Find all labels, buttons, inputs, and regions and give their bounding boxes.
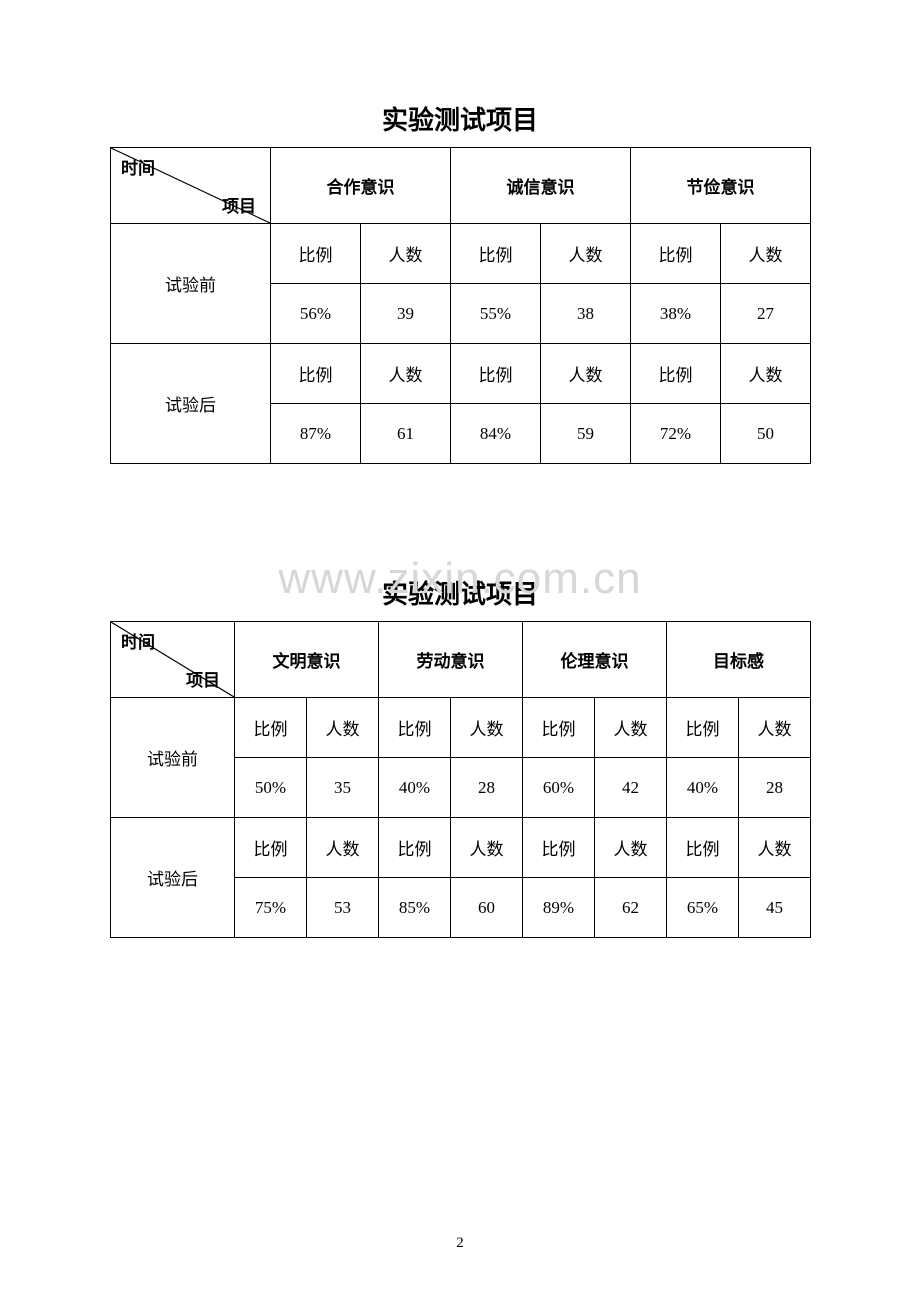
table1: 时间 项目 合作意识 诚信意识 节俭意识 试验前 比例 人数 比例 人数 比例 …	[110, 147, 811, 464]
cell-label: 比例	[667, 818, 739, 878]
cell-value: 38%	[631, 284, 721, 344]
table2-row-before-labels: 试验前 比例 人数 比例 人数 比例 人数 比例 人数	[111, 698, 811, 758]
diag-top-label: 时间	[121, 628, 155, 653]
cell-label: 人数	[451, 698, 523, 758]
cell-label: 人数	[451, 818, 523, 878]
cell-label: 比例	[523, 818, 595, 878]
cell-label: 人数	[739, 698, 811, 758]
table2-title: 实验测试项目	[110, 574, 810, 611]
cell-value: 28	[451, 758, 523, 818]
cell-label: 人数	[307, 818, 379, 878]
cell-value: 40%	[667, 758, 739, 818]
cell-value: 87%	[271, 404, 361, 464]
cell-label: 比例	[523, 698, 595, 758]
cell-label: 比例	[667, 698, 739, 758]
table1-col-2: 节俭意识	[631, 148, 811, 224]
cell-label: 人数	[361, 224, 451, 284]
cell-label: 比例	[379, 818, 451, 878]
table1-col-0: 合作意识	[271, 148, 451, 224]
cell-value: 55%	[451, 284, 541, 344]
cell-label: 人数	[307, 698, 379, 758]
diag-bottom-label: 项目	[222, 192, 256, 217]
table1-row-after-label: 试验后	[111, 344, 271, 464]
table1-col-1: 诚信意识	[451, 148, 631, 224]
cell-value: 50%	[235, 758, 307, 818]
table1-row-before-label: 试验前	[111, 224, 271, 344]
table2-diag-cell: 时间 项目	[111, 622, 235, 698]
cell-label: 比例	[451, 224, 541, 284]
cell-label: 比例	[379, 698, 451, 758]
cell-label: 人数	[721, 344, 811, 404]
cell-value: 59	[541, 404, 631, 464]
table1-diag-cell: 时间 项目	[111, 148, 271, 224]
cell-value: 60	[451, 878, 523, 938]
cell-label: 人数	[721, 224, 811, 284]
cell-value: 53	[307, 878, 379, 938]
table2-col-1: 劳动意识	[379, 622, 523, 698]
cell-value: 56%	[271, 284, 361, 344]
cell-value: 27	[721, 284, 811, 344]
cell-value: 60%	[523, 758, 595, 818]
table1-header-row: 时间 项目 合作意识 诚信意识 节俭意识	[111, 148, 811, 224]
table2: 时间 项目 文明意识 劳动意识 伦理意识 目标感 试验前 比例 人数 比例 人数…	[110, 621, 811, 938]
cell-value: 39	[361, 284, 451, 344]
cell-value: 35	[307, 758, 379, 818]
table1-row-before-labels: 试验前 比例 人数 比例 人数 比例 人数	[111, 224, 811, 284]
table2-row-before-label: 试验前	[111, 698, 235, 818]
diag-bottom-label: 项目	[186, 666, 220, 691]
cell-value: 62	[595, 878, 667, 938]
cell-label: 比例	[631, 224, 721, 284]
cell-value: 50	[721, 404, 811, 464]
cell-value: 84%	[451, 404, 541, 464]
cell-label: 人数	[595, 818, 667, 878]
cell-value: 65%	[667, 878, 739, 938]
table2-col-2: 伦理意识	[523, 622, 667, 698]
cell-label: 比例	[235, 818, 307, 878]
cell-label: 比例	[235, 698, 307, 758]
table1-title: 实验测试项目	[110, 100, 810, 137]
cell-label: 比例	[451, 344, 541, 404]
cell-value: 89%	[523, 878, 595, 938]
table2-row-after-label: 试验后	[111, 818, 235, 938]
cell-label: 人数	[595, 698, 667, 758]
cell-label: 比例	[631, 344, 721, 404]
cell-value: 61	[361, 404, 451, 464]
cell-value: 28	[739, 758, 811, 818]
page-number: 2	[456, 1235, 464, 1252]
table2-col-0: 文明意识	[235, 622, 379, 698]
cell-label: 比例	[271, 344, 361, 404]
diag-top-label: 时间	[121, 154, 155, 179]
cell-value: 40%	[379, 758, 451, 818]
cell-label: 比例	[271, 224, 361, 284]
cell-label: 人数	[541, 224, 631, 284]
table2-header-row: 时间 项目 文明意识 劳动意识 伦理意识 目标感	[111, 622, 811, 698]
cell-value: 45	[739, 878, 811, 938]
table2-row-after-labels: 试验后 比例 人数 比例 人数 比例 人数 比例 人数	[111, 818, 811, 878]
cell-label: 人数	[541, 344, 631, 404]
cell-value: 75%	[235, 878, 307, 938]
cell-value: 72%	[631, 404, 721, 464]
table2-col-3: 目标感	[667, 622, 811, 698]
page-content: 实验测试项目 时间 项目 合作意识 诚信意识 节俭意识 试验前 比例 人数 比例…	[0, 0, 920, 998]
cell-value: 42	[595, 758, 667, 818]
cell-value: 85%	[379, 878, 451, 938]
cell-label: 人数	[361, 344, 451, 404]
table1-row-after-labels: 试验后 比例 人数 比例 人数 比例 人数	[111, 344, 811, 404]
cell-label: 人数	[739, 818, 811, 878]
cell-value: 38	[541, 284, 631, 344]
